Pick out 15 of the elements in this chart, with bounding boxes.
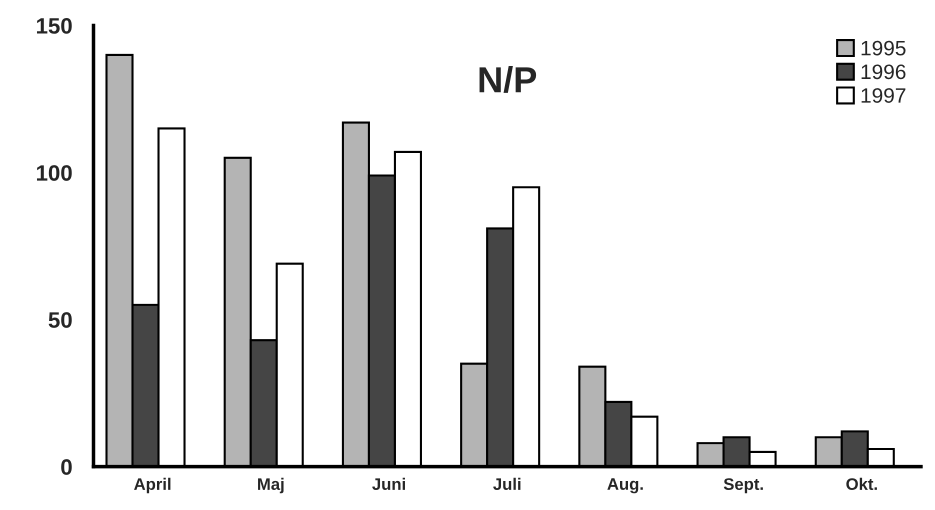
x-tick-label: April <box>134 478 170 494</box>
legend-label: 1995 <box>862 40 906 56</box>
y-tick-label: 100 <box>36 165 72 181</box>
text: N/P <box>480 66 536 93</box>
x-tick-label: Juni <box>372 478 405 490</box>
x-tick-label: Aug. <box>607 478 643 494</box>
y-tick-label: 0 <box>61 459 72 475</box>
x-tick-label: Okt. <box>846 478 877 490</box>
x-tick-label: Maj <box>258 478 284 494</box>
x-tick-label: Juli <box>493 478 520 490</box>
y-tick-label: 150 <box>36 18 72 34</box>
legend-label: 1996 <box>862 64 906 80</box>
x-tick-label: Sept. <box>724 478 763 494</box>
legend-label: 1997 <box>862 88 906 103</box>
y-tick-label: 50 <box>48 312 72 328</box>
